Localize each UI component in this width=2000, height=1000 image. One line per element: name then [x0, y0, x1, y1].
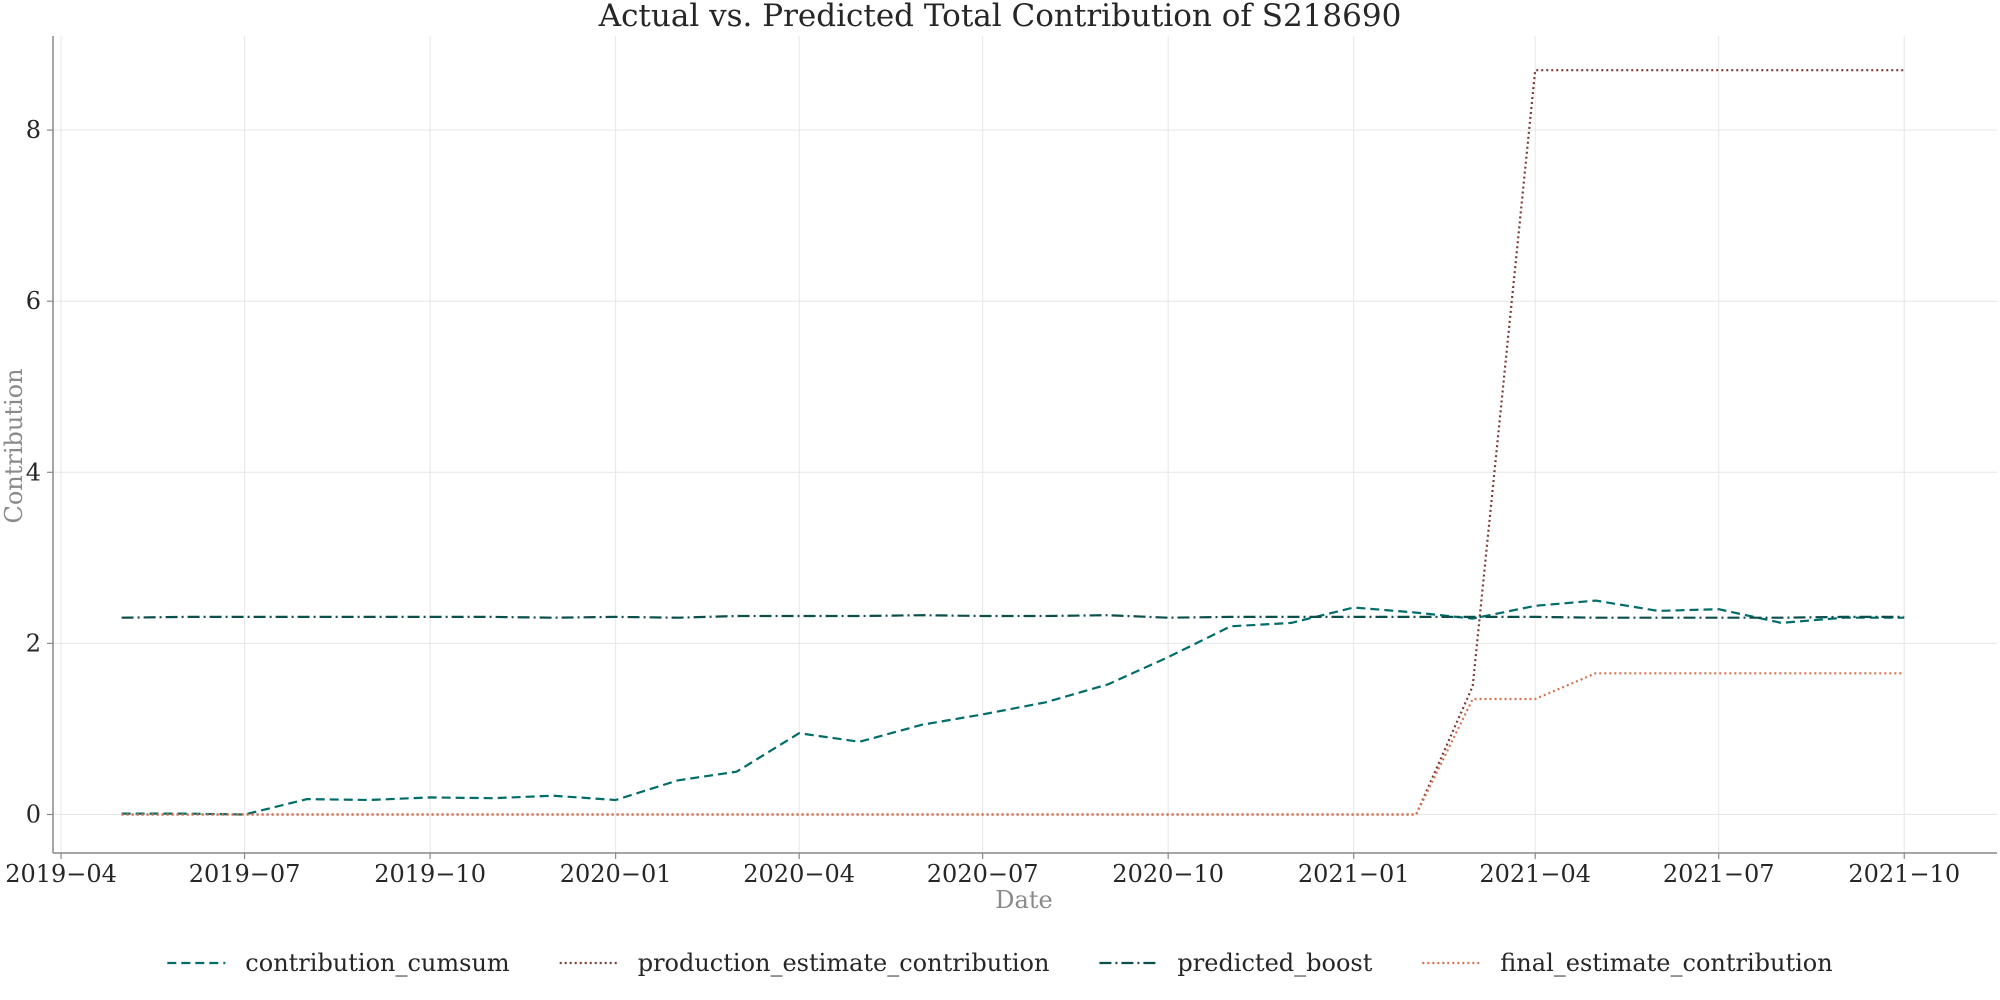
x-tick-label: 2019−07 — [189, 860, 301, 888]
x-tick-label: 2021−07 — [1663, 860, 1775, 888]
x-tick-label: 2019−10 — [374, 860, 486, 888]
series-line-predicted-boost — [121, 614, 1905, 619]
x-tick-label: 2020−01 — [560, 860, 672, 888]
tick-labels: 2019−04 2019−07 2019−10 2020−01 2020−04 2020−… — [5, 116, 1960, 888]
legend: contribution_cumsum production_estimate_c… — [167, 949, 1833, 977]
x-tick-label: 2020−04 — [743, 860, 855, 888]
chart-title: Actual vs. Predicted Total Contribution … — [598, 0, 1402, 34]
axes — [47, 36, 1997, 859]
legend-item: final_estimate_contribution — [1422, 949, 1833, 977]
x-tick-label: 2020−07 — [927, 860, 1039, 888]
series-line-final-estimate-contribution — [121, 672, 1905, 816]
y-axis-label: Contribution — [0, 368, 28, 523]
y-tick-label: 0 — [26, 801, 41, 829]
x-axis-label: Date — [995, 886, 1052, 914]
series-line-production-estimate-contribution — [121, 69, 1905, 816]
x-tick-label: 2020−10 — [1112, 860, 1224, 888]
x-tick-label: 2019−04 — [5, 860, 117, 888]
x-tick-label: 2021−10 — [1848, 860, 1960, 888]
legend-item: predicted_boost — [1099, 949, 1373, 977]
legend-label: production_estimate_contribution — [638, 949, 1050, 977]
y-tick-label: 2 — [26, 629, 41, 657]
legend-item: production_estimate_contribution — [559, 949, 1050, 977]
legend-label: predicted_boost — [1177, 949, 1372, 977]
y-tick-label: 6 — [26, 287, 41, 315]
x-tick-label: 2021−04 — [1479, 860, 1591, 888]
series-line-contribution-cumsum — [121, 599, 1905, 816]
grid — [53, 36, 1997, 853]
legend-label: contribution_cumsum — [245, 949, 510, 977]
legend-label: final_estimate_contribution — [1500, 949, 1832, 977]
x-tick-label: 2021−01 — [1298, 860, 1410, 888]
series-lines — [121, 69, 1905, 816]
y-tick-label: 4 — [26, 458, 41, 486]
y-tick-label: 8 — [26, 116, 41, 144]
legend-item: contribution_cumsum — [167, 949, 510, 977]
